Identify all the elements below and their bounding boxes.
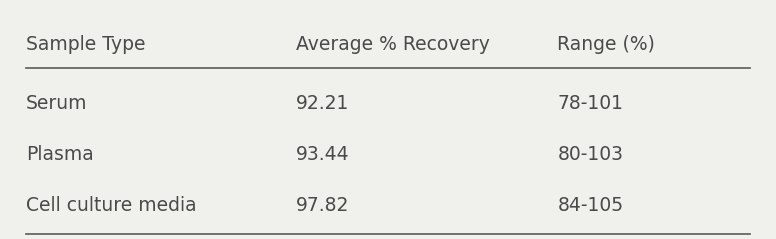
Text: Average % Recovery: Average % Recovery (296, 35, 490, 54)
Text: Serum: Serum (26, 94, 88, 113)
Text: Cell culture media: Cell culture media (26, 196, 196, 215)
Text: 92.21: 92.21 (296, 94, 349, 113)
Text: Sample Type: Sample Type (26, 35, 145, 54)
Text: 93.44: 93.44 (296, 145, 349, 164)
Text: Plasma: Plasma (26, 145, 94, 164)
Text: 84-105: 84-105 (557, 196, 624, 215)
Text: Range (%): Range (%) (557, 35, 656, 54)
Text: 80-103: 80-103 (557, 145, 623, 164)
Text: 97.82: 97.82 (296, 196, 349, 215)
Text: 78-101: 78-101 (557, 94, 623, 113)
